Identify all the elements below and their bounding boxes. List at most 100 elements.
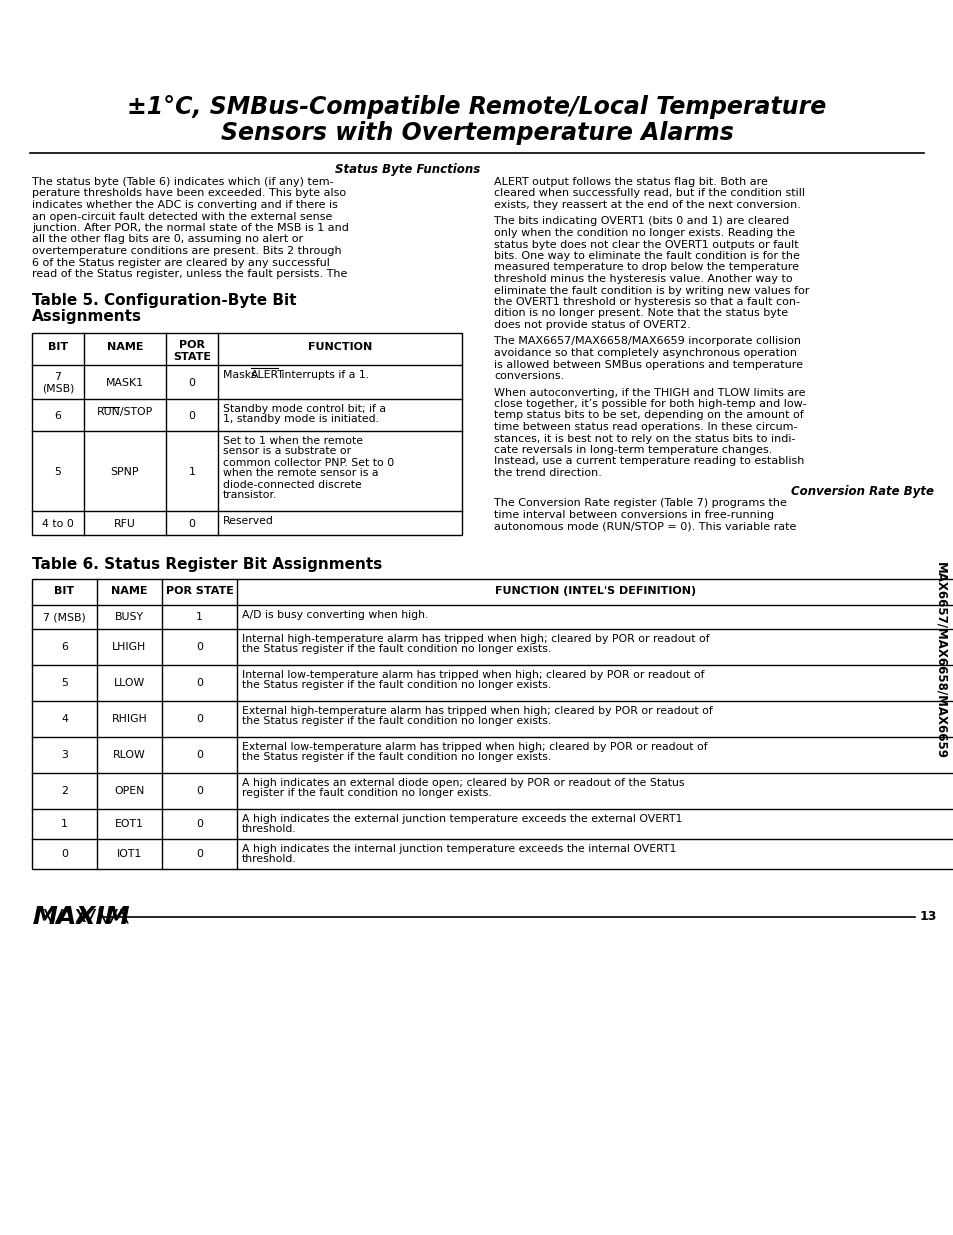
Text: FUNCTION: FUNCTION <box>308 342 372 352</box>
Text: 1: 1 <box>61 819 68 829</box>
Text: threshold minus the hysteresis value. Another way to: threshold minus the hysteresis value. An… <box>494 274 792 284</box>
Text: Instead, use a current temperature reading to establish: Instead, use a current temperature readi… <box>494 457 803 467</box>
Text: the OVERT1 threshold or hysteresis so that a fault con-: the OVERT1 threshold or hysteresis so th… <box>494 296 800 308</box>
Text: MAX6657/MAX6658/MAX6659: MAX6657/MAX6658/MAX6659 <box>934 562 946 758</box>
Text: common collector PNP. Set to 0: common collector PNP. Set to 0 <box>223 457 394 468</box>
Text: 0: 0 <box>189 519 195 529</box>
Text: interrupts if a 1.: interrupts if a 1. <box>277 369 369 379</box>
Text: 7 (MSB): 7 (MSB) <box>43 613 86 622</box>
Text: RHIGH: RHIGH <box>112 714 147 724</box>
Text: the Status register if the fault condition no longer exists.: the Status register if the fault conditi… <box>242 716 551 726</box>
Text: indicates whether the ADC is converting and if there is: indicates whether the ADC is converting … <box>32 200 337 210</box>
Text: the trend direction.: the trend direction. <box>494 468 601 478</box>
Text: 1: 1 <box>189 467 195 477</box>
Text: the Status register if the fault condition no longer exists.: the Status register if the fault conditi… <box>242 752 551 762</box>
Text: Table 6. Status Register Bit Assignments: Table 6. Status Register Bit Assignments <box>32 557 382 572</box>
Text: 1: 1 <box>196 613 203 622</box>
Text: dition is no longer present. Note that the status byte: dition is no longer present. Note that t… <box>494 309 787 319</box>
Text: 0: 0 <box>195 819 203 829</box>
Text: RFU: RFU <box>114 519 135 529</box>
Text: Internal low-temperature alarm has tripped when high; cleared by POR or readout : Internal low-temperature alarm has tripp… <box>242 669 703 679</box>
Text: Table 5. Configuration-Byte Bit: Table 5. Configuration-Byte Bit <box>32 293 296 308</box>
Text: is allowed between SMBus operations and temperature: is allowed between SMBus operations and … <box>494 359 802 369</box>
Text: 13: 13 <box>919 910 937 923</box>
Text: 6: 6 <box>61 642 68 652</box>
Text: SPNP: SPNP <box>111 467 139 477</box>
Text: LLOW: LLOW <box>113 678 145 688</box>
Text: Reserved: Reserved <box>223 515 274 526</box>
Text: an open-circuit fault detected with the external sense: an open-circuit fault detected with the … <box>32 211 332 221</box>
Text: the Status register if the fault condition no longer exists.: the Status register if the fault conditi… <box>242 680 551 690</box>
Text: autonomous mode (RUN/STOP = 0). This variable rate: autonomous mode (RUN/STOP = 0). This var… <box>494 521 796 531</box>
Text: Set to 1 when the remote: Set to 1 when the remote <box>223 436 363 446</box>
Text: threshold.: threshold. <box>242 855 296 864</box>
Text: POR: POR <box>179 341 205 351</box>
Text: The Conversion Rate register (Table 7) programs the: The Conversion Rate register (Table 7) p… <box>494 499 786 509</box>
Text: FUNCTION (INTEL'S DEFINITION): FUNCTION (INTEL'S DEFINITION) <box>495 585 696 595</box>
Text: bits. One way to eliminate the fault condition is for the: bits. One way to eliminate the fault con… <box>494 251 799 261</box>
Text: ALERT: ALERT <box>251 369 285 379</box>
Text: OPEN: OPEN <box>114 785 145 797</box>
Text: The MAX6657/MAX6658/MAX6659 incorporate collision: The MAX6657/MAX6658/MAX6659 incorporate … <box>494 336 801 347</box>
Text: conversions.: conversions. <box>494 370 563 382</box>
Text: 0: 0 <box>189 378 195 388</box>
Text: POR STATE: POR STATE <box>166 585 233 595</box>
Text: ALERT output follows the status flag bit. Both are: ALERT output follows the status flag bit… <box>494 177 767 186</box>
Text: 3: 3 <box>61 750 68 760</box>
Bar <box>32 332 461 535</box>
Text: NAME: NAME <box>112 585 148 595</box>
Text: ±1°C, SMBus-Compatible Remote/Local Temperature: ±1°C, SMBus-Compatible Remote/Local Temp… <box>128 95 825 119</box>
Text: measured temperature to drop below the temperature: measured temperature to drop below the t… <box>494 263 799 273</box>
Text: 6 of the Status register are cleared by any successful: 6 of the Status register are cleared by … <box>32 258 330 268</box>
Text: 0: 0 <box>195 750 203 760</box>
Text: Sensors with Overtemperature Alarms: Sensors with Overtemperature Alarms <box>220 121 733 144</box>
Text: all the other flag bits are 0, assuming no alert or: all the other flag bits are 0, assuming … <box>32 235 303 245</box>
Text: Status Byte Functions: Status Byte Functions <box>335 163 479 177</box>
Text: transistor.: transistor. <box>223 490 277 500</box>
Text: sensor is a substrate or: sensor is a substrate or <box>223 447 351 457</box>
Text: 1, standby mode is initiated.: 1, standby mode is initiated. <box>223 415 378 425</box>
Text: External high-temperature alarm has tripped when high; cleared by POR or readout: External high-temperature alarm has trip… <box>242 705 712 715</box>
Text: /\/\X/\/\: /\/\X/\/\ <box>32 908 130 925</box>
Text: exists, they reassert at the end of the next conversion.: exists, they reassert at the end of the … <box>494 200 800 210</box>
Text: 0: 0 <box>61 848 68 860</box>
Text: RLOW: RLOW <box>113 750 146 760</box>
Text: stances, it is best not to rely on the status bits to indi-: stances, it is best not to rely on the s… <box>494 433 795 443</box>
Text: RUN/STOP: RUN/STOP <box>97 408 153 417</box>
Text: A/D is busy converting when high.: A/D is busy converting when high. <box>242 610 428 620</box>
Text: avoidance so that completely asynchronous operation: avoidance so that completely asynchronou… <box>494 348 796 358</box>
Text: close together, it’s possible for both high-temp and low-: close together, it’s possible for both h… <box>494 399 806 409</box>
Text: time between status read operations. In these circum-: time between status read operations. In … <box>494 422 797 432</box>
Text: When autoconverting, if the THIGH and TLOW limits are: When autoconverting, if the THIGH and TL… <box>494 388 804 398</box>
Text: MASK1: MASK1 <box>106 378 144 388</box>
Text: (MSB): (MSB) <box>42 384 74 394</box>
Text: STATE: STATE <box>172 352 211 362</box>
Text: Masks: Masks <box>223 369 260 379</box>
Text: when the remote sensor is a: when the remote sensor is a <box>223 468 378 478</box>
Text: perature thresholds have been exceeded. This byte also: perature thresholds have been exceeded. … <box>32 189 346 199</box>
Text: The bits indicating OVERT1 (bits 0 and 1) are cleared: The bits indicating OVERT1 (bits 0 and 1… <box>494 216 788 226</box>
Text: The status byte (Table 6) indicates which (if any) tem-: The status byte (Table 6) indicates whic… <box>32 177 334 186</box>
Text: junction. After POR, the normal state of the MSB is 1 and: junction. After POR, the normal state of… <box>32 224 349 233</box>
Text: A high indicates the external junction temperature exceeds the external OVERT1: A high indicates the external junction t… <box>242 814 681 824</box>
Text: does not provide status of OVERT2.: does not provide status of OVERT2. <box>494 320 690 330</box>
Text: Conversion Rate Byte: Conversion Rate Byte <box>790 484 933 498</box>
Text: overtemperature conditions are present. Bits 2 through: overtemperature conditions are present. … <box>32 246 341 256</box>
Text: 0: 0 <box>195 848 203 860</box>
Text: 0: 0 <box>189 411 195 421</box>
Text: 6: 6 <box>54 411 61 421</box>
Text: only when the condition no longer exists. Reading the: only when the condition no longer exists… <box>494 228 794 238</box>
Text: IOT1: IOT1 <box>117 848 142 860</box>
Text: 5: 5 <box>54 467 61 477</box>
Text: 0: 0 <box>195 642 203 652</box>
Text: register if the fault condition no longer exists.: register if the fault condition no longe… <box>242 788 491 799</box>
Text: read of the Status register, unless the fault persists. The: read of the Status register, unless the … <box>32 269 347 279</box>
Text: LHIGH: LHIGH <box>112 642 147 652</box>
Text: EOT1: EOT1 <box>115 819 144 829</box>
Text: BIT: BIT <box>54 585 74 595</box>
Text: status byte does not clear the OVERT1 outputs or fault: status byte does not clear the OVERT1 ou… <box>494 240 798 249</box>
Text: 5: 5 <box>61 678 68 688</box>
Text: 4 to 0: 4 to 0 <box>42 519 74 529</box>
Text: the Status register if the fault condition no longer exists.: the Status register if the fault conditi… <box>242 645 551 655</box>
Text: temp status bits to be set, depending on the amount of: temp status bits to be set, depending on… <box>494 410 803 420</box>
